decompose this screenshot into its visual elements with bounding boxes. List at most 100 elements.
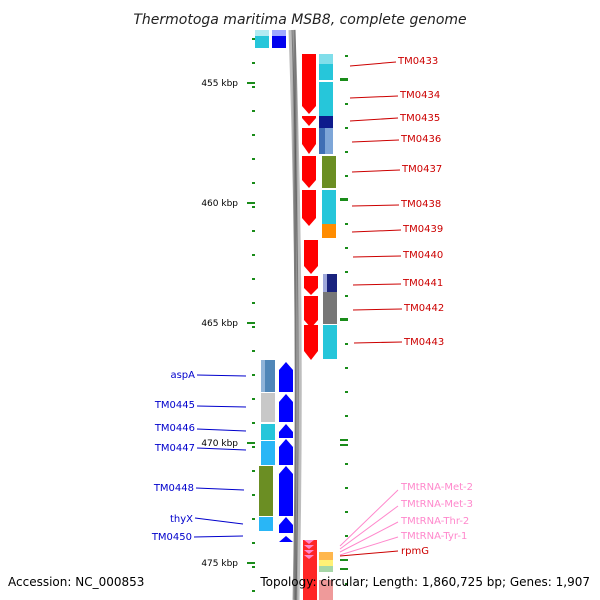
arrow-thyX[interactable] <box>279 517 293 533</box>
label-TM0442[interactable]: TM0442 <box>403 303 444 314</box>
leader-TM0446 <box>196 428 247 432</box>
leader-trna-1 <box>339 489 399 547</box>
leader-TM0450 <box>193 535 244 538</box>
label-TM0439[interactable]: TM0439 <box>402 224 443 235</box>
trna-mark-2[interactable] <box>304 545 314 549</box>
arrow-TM0450[interactable] <box>279 536 293 542</box>
leader-TM0441 <box>352 283 402 286</box>
block-TM0435[interactable] <box>319 116 333 128</box>
block-rpmG-red[interactable] <box>319 580 333 600</box>
block-rpmG-pink[interactable] <box>319 552 333 560</box>
left-tick <box>252 590 255 592</box>
trna-mark-3[interactable] <box>304 550 314 554</box>
right-tick <box>345 535 348 537</box>
arrow-TM0436[interactable] <box>302 156 316 188</box>
map-title: Thermotoga maritima MSB8, complete genom… <box>133 12 466 28</box>
top-block-blue2[interactable] <box>272 30 286 36</box>
block-TM0439[interactable] <box>322 224 336 238</box>
arrow-aspA[interactable] <box>279 362 293 392</box>
right-tick <box>345 583 348 585</box>
label-TM0441[interactable]: TM0441 <box>402 278 443 289</box>
arrow-TM0448[interactable] <box>279 466 293 516</box>
block-thyX[interactable] <box>259 517 273 531</box>
block-TM0447[interactable] <box>261 441 275 465</box>
block-TM0441-light[interactable] <box>323 274 327 292</box>
left-tick <box>252 134 255 136</box>
block-TM0433-light[interactable] <box>319 54 333 64</box>
block-aspA-light[interactable] <box>261 360 265 392</box>
arrow-TM0434[interactable] <box>302 116 316 126</box>
top-block-cyan2[interactable] <box>255 30 269 36</box>
label-TM0436[interactable]: TM0436 <box>400 134 441 145</box>
leader-trna-2 <box>339 505 399 550</box>
label-trna-tyr-1[interactable]: TMtRNA-Tyr-1 <box>400 531 467 542</box>
major-tick-left <box>247 202 255 204</box>
label-TM0437[interactable]: TM0437 <box>401 164 442 175</box>
arrow-TM0435[interactable] <box>302 128 316 154</box>
reverse-strand-blocks[interactable] <box>319 54 337 600</box>
label-trna-met-3[interactable]: TMtRNA-Met-3 <box>400 499 473 510</box>
left-tick <box>252 38 255 40</box>
block-TM0436b[interactable] <box>319 128 325 154</box>
label-TM0447[interactable]: TM0447 <box>154 443 195 454</box>
label-TM0433[interactable]: TM0433 <box>397 56 438 67</box>
label-thyX[interactable]: thyX <box>170 514 193 525</box>
block-rpmG-green[interactable] <box>319 566 333 572</box>
leader-TM0436 <box>351 139 400 143</box>
arrow-TM0437[interactable] <box>302 190 316 226</box>
left-tick <box>252 110 255 112</box>
leader-thyX <box>194 517 244 525</box>
leader-TM0437 <box>351 169 401 173</box>
label-trna-thr-2[interactable]: TMtRNA-Thr-2 <box>400 516 469 527</box>
arrow-TM0438[interactable] <box>304 240 318 274</box>
label-TM0446[interactable]: TM0446 <box>154 423 195 434</box>
block-TM0443[interactable] <box>323 325 337 359</box>
arrow-TM0433[interactable] <box>302 54 316 114</box>
arrow-rpmG[interactable] <box>303 540 317 600</box>
arrow-TM0445[interactable] <box>279 394 293 422</box>
label-TM0445[interactable]: TM0445 <box>154 400 195 411</box>
block-TM0434[interactable] <box>319 82 333 116</box>
right-tick <box>345 391 348 393</box>
arrow-TM0447[interactable] <box>279 439 293 465</box>
scale-label-475: 475 kbp <box>201 559 238 569</box>
block-TM0446[interactable] <box>261 424 275 440</box>
label-TM0435[interactable]: TM0435 <box>399 113 440 124</box>
label-aspA[interactable]: aspA <box>170 370 195 381</box>
label-TM0438[interactable]: TM0438 <box>400 199 441 210</box>
trna-mark-1[interactable] <box>304 540 314 544</box>
block-TM0438[interactable] <box>322 190 336 224</box>
arrow-TM0441[interactable] <box>304 325 318 360</box>
genome-summary-text: Topology: circular; Length: 1,860,725 bp… <box>259 575 590 589</box>
forward-strand-arrows[interactable] <box>279 362 293 542</box>
label-TM0448[interactable]: TM0448 <box>153 483 194 494</box>
block-TM0437[interactable] <box>322 156 336 188</box>
leader-TM0447 <box>196 447 247 451</box>
leader-TM0438 <box>351 204 400 207</box>
forward-strand-blocks[interactable] <box>259 360 275 531</box>
label-TM0440[interactable]: TM0440 <box>402 250 443 261</box>
reverse-strand-arrows[interactable] <box>302 54 318 600</box>
block-TM0448[interactable] <box>259 466 273 516</box>
trna-marks[interactable] <box>304 540 314 559</box>
arrow-TM0440[interactable] <box>304 296 318 328</box>
block-TM0442[interactable] <box>323 292 337 324</box>
label-TM0443[interactable]: TM0443 <box>403 337 444 348</box>
label-TM0450[interactable]: TM0450 <box>151 532 192 543</box>
trna-mark-4[interactable] <box>304 555 314 559</box>
label-TM0434[interactable]: TM0434 <box>399 90 440 101</box>
leader-aspA <box>196 374 247 377</box>
top-gene-blocks[interactable] <box>255 30 286 48</box>
label-rpmG[interactable]: rpmG <box>401 546 429 557</box>
arrow-TM0439[interactable] <box>304 276 318 295</box>
block-rpmG-yellow[interactable] <box>319 560 333 566</box>
right-gene-labels: TM0433 TM0434 TM0435 TM0436 TM0437 TM043… <box>349 56 444 348</box>
block-TM0445[interactable] <box>261 393 275 422</box>
label-trna-met-2[interactable]: TMtRNA-Met-2 <box>400 482 473 493</box>
left-tick <box>252 566 255 568</box>
major-tick-left <box>247 322 255 324</box>
arrow-TM0446[interactable] <box>279 424 293 438</box>
scale-ticks <box>247 38 348 592</box>
leader-TM0439 <box>351 229 402 233</box>
leader-TM0434 <box>349 95 399 99</box>
